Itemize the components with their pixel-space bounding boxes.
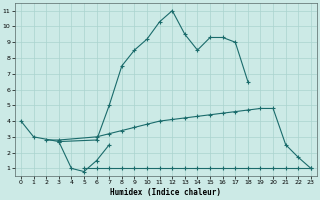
- X-axis label: Humidex (Indice chaleur): Humidex (Indice chaleur): [110, 188, 221, 197]
